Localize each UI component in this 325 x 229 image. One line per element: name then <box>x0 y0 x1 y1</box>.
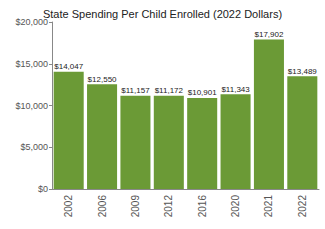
svg-text:2016: 2016 <box>197 195 208 218</box>
svg-text:$12,550: $12,550 <box>88 75 117 84</box>
svg-text:$5,000: $5,000 <box>20 142 48 152</box>
svg-text:2012: 2012 <box>163 195 174 218</box>
svg-text:$11,343: $11,343 <box>221 85 250 94</box>
svg-text:$17,902: $17,902 <box>254 30 283 39</box>
svg-text:$15,000: $15,000 <box>15 59 48 69</box>
svg-text:$11,157: $11,157 <box>121 86 150 95</box>
svg-text:2002: 2002 <box>63 195 74 218</box>
svg-text:$0: $0 <box>38 184 48 194</box>
svg-text:$20,000: $20,000 <box>15 17 48 27</box>
svg-text:$11,172: $11,172 <box>155 86 184 95</box>
svg-text:$10,901: $10,901 <box>188 88 217 97</box>
svg-text:$13,489: $13,489 <box>288 67 317 76</box>
svg-text:2020: 2020 <box>230 195 241 218</box>
svg-text:2022: 2022 <box>297 195 308 218</box>
svg-text:2009: 2009 <box>130 195 141 218</box>
svg-text:$14,047: $14,047 <box>54 62 83 71</box>
svg-text:State Spending Per Child Enrol: State Spending Per Child Enrolled (2022 … <box>43 8 282 20</box>
svg-text:$10,000: $10,000 <box>15 101 48 111</box>
svg-text:2006: 2006 <box>97 195 108 218</box>
svg-text:2021: 2021 <box>263 195 274 218</box>
